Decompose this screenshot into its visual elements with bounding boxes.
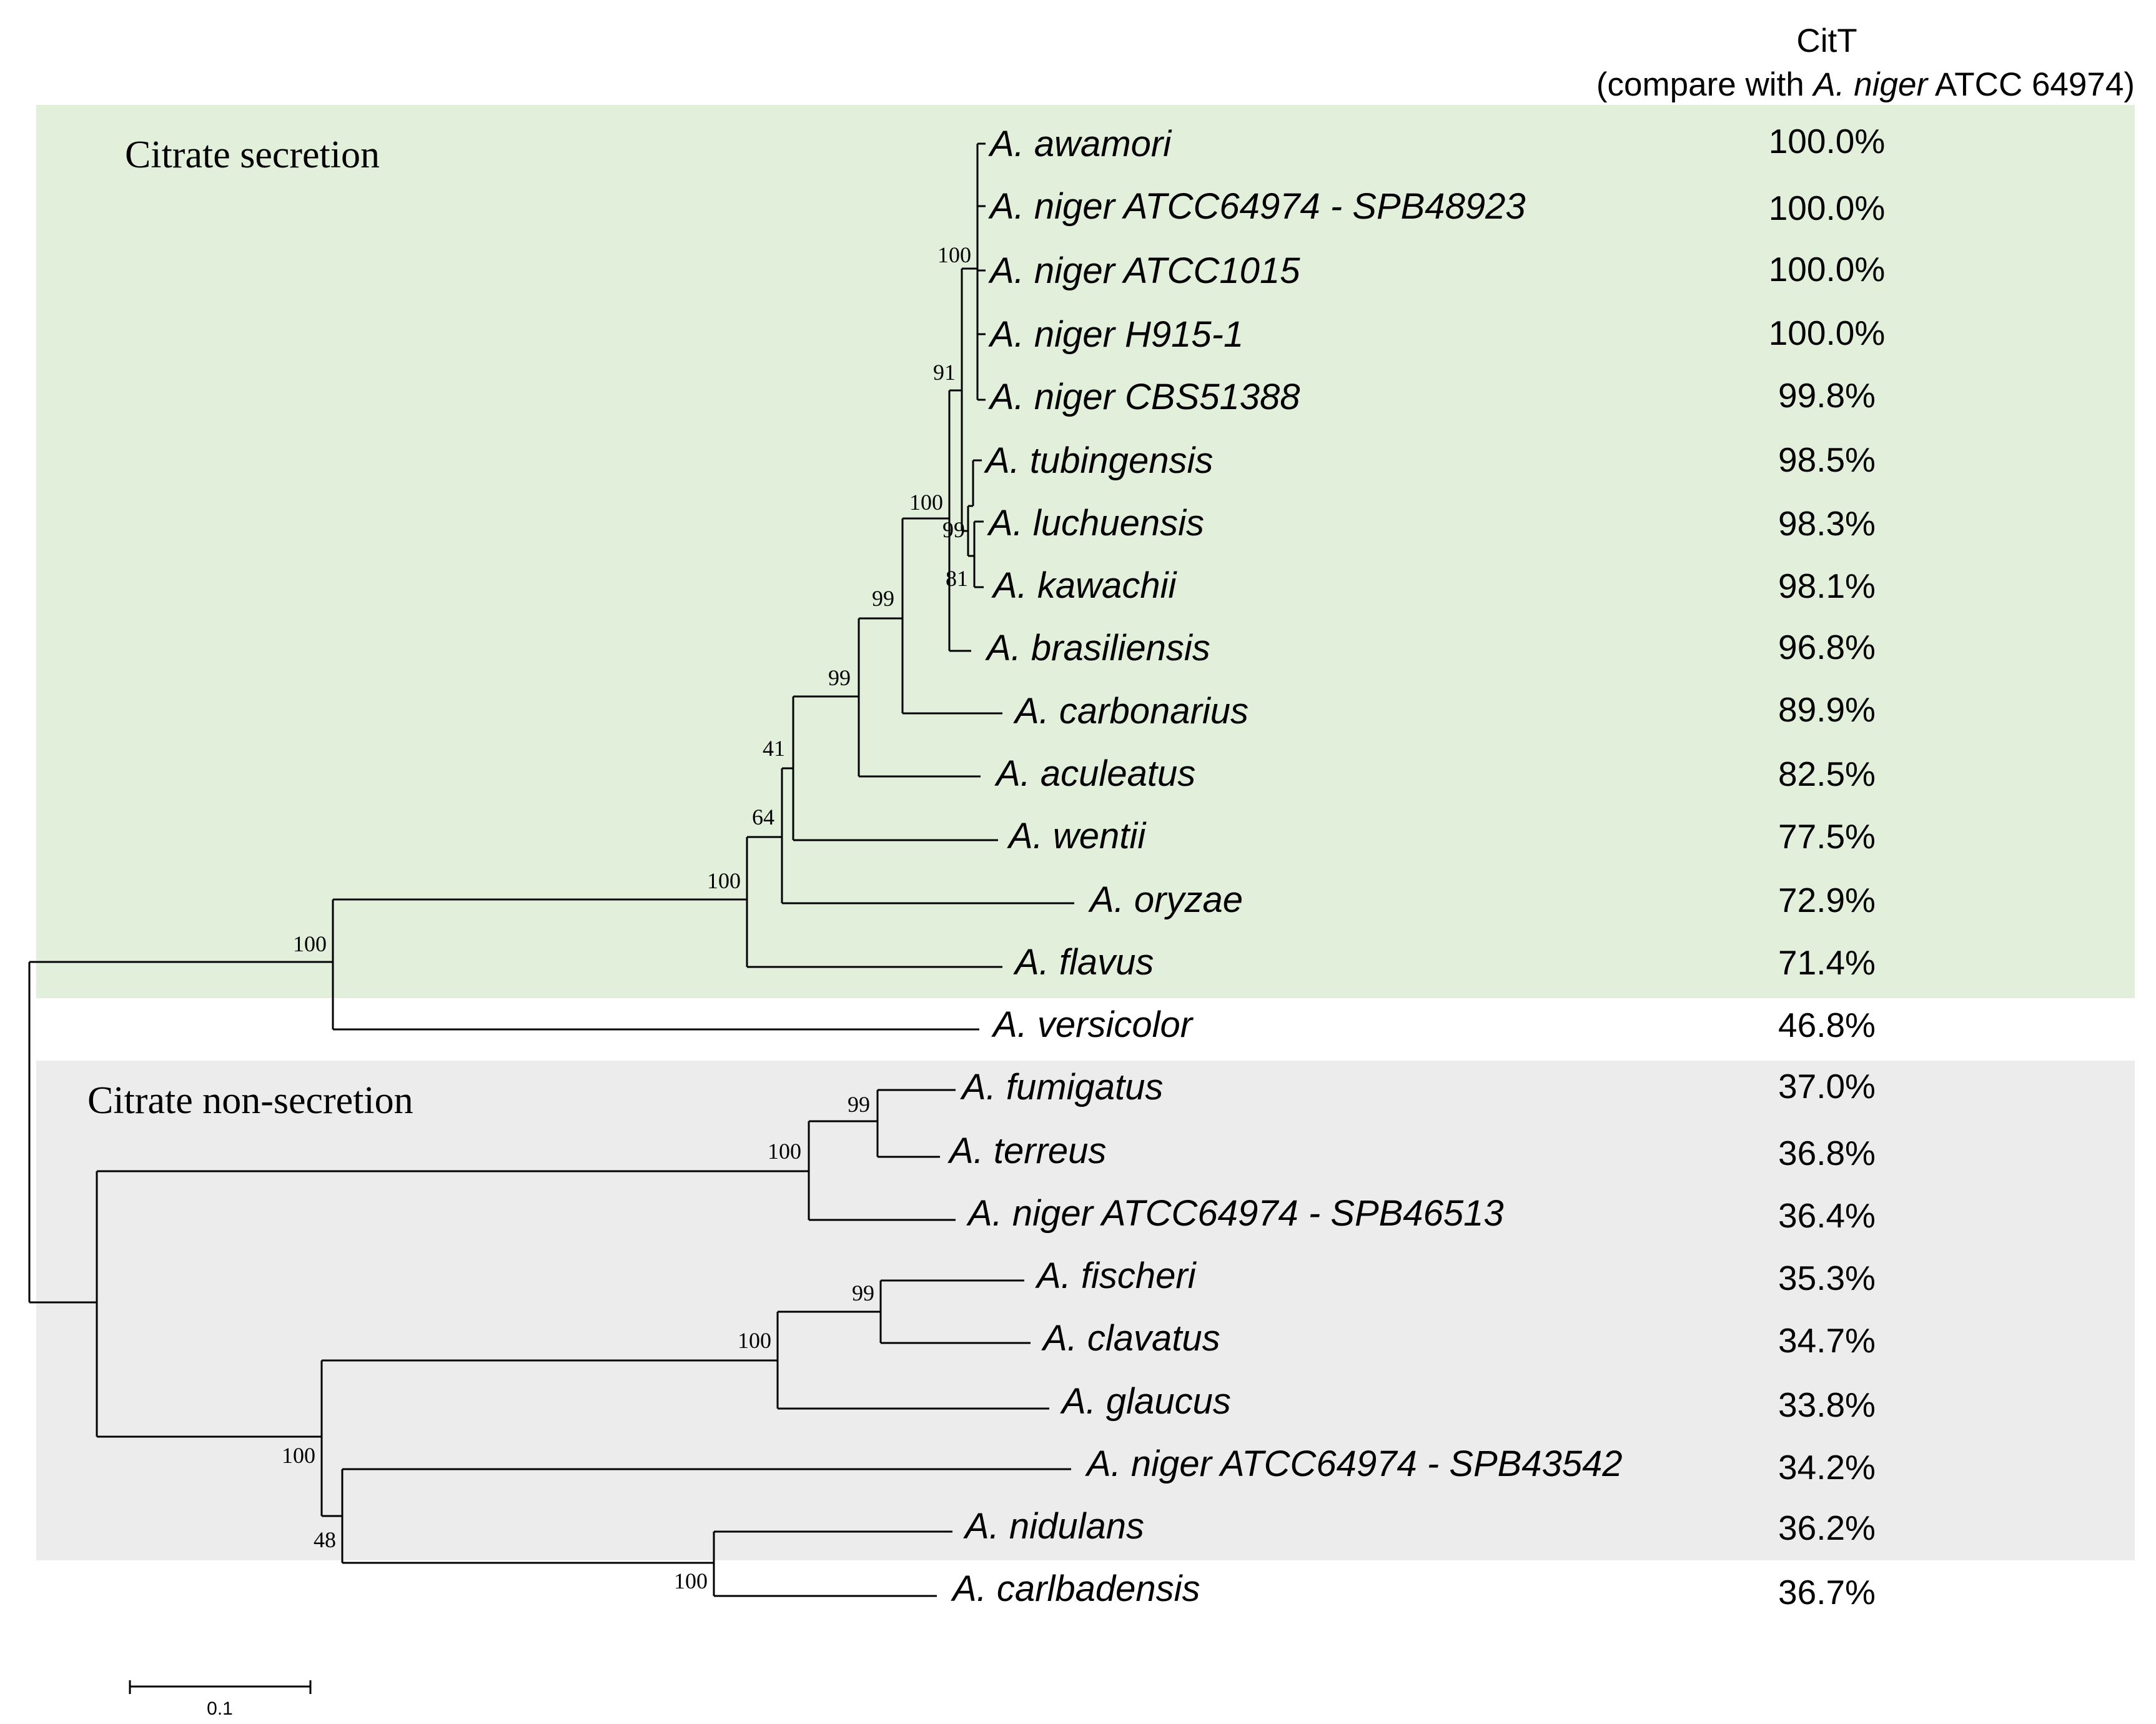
identity-column: 100.0% 100.0% 100.0% 100.0% 99.8% 98.5% … <box>1769 122 1886 1612</box>
scale-bar: 0.1 <box>129 1680 312 1719</box>
identity-value: 100.0% <box>1769 122 1886 161</box>
identity-value: 36.4% <box>1778 1196 1876 1235</box>
taxon-label: A. kawachii <box>991 565 1177 606</box>
identity-value: 98.1% <box>1778 567 1876 605</box>
taxon-label: A. niger CBS51388 <box>988 377 1300 417</box>
identity-value: 34.2% <box>1778 1448 1876 1487</box>
bootstrap-value: 99 <box>828 665 851 690</box>
taxon-label: A. wentii <box>1007 816 1147 856</box>
column-header-title: CitT <box>1796 22 1857 59</box>
bootstrap-value: 100 <box>707 868 741 893</box>
taxon-label: A. terreus <box>947 1131 1106 1171</box>
taxon-labels: A. awamori A. niger ATCC64974 - SPB48923… <box>947 124 1623 1609</box>
taxon-label: A. glaucus <box>1060 1381 1231 1422</box>
bootstrap-value: 100 <box>293 931 327 956</box>
bootstrap-value: 41 <box>763 736 785 761</box>
non-secretion-region-label: Citrate non-secretion <box>87 1079 413 1122</box>
identity-value: 37.0% <box>1778 1067 1876 1106</box>
identity-value: 98.3% <box>1778 504 1876 543</box>
identity-value: 98.5% <box>1778 440 1876 479</box>
bootstrap-value: 100 <box>937 242 971 267</box>
bootstrap-value: 99 <box>848 1092 870 1117</box>
taxon-label: A. brasiliensis <box>985 628 1210 668</box>
taxon-label: A. niger ATCC64974 - SPB46513 <box>966 1193 1504 1234</box>
secretion-region-label: Citrate secretion <box>125 134 380 176</box>
taxon-label: A. awamori <box>988 124 1172 164</box>
taxon-label: A. luchuensis <box>987 503 1204 543</box>
taxon-label: A. fumigatus <box>960 1067 1163 1107</box>
taxon-label: A. fischeri <box>1035 1256 1197 1296</box>
secretion-region-background <box>36 105 2135 998</box>
identity-value: 36.2% <box>1778 1508 1876 1547</box>
taxon-label: A. clavatus <box>1041 1318 1220 1359</box>
taxon-label: A. carlbadensis <box>951 1568 1200 1609</box>
taxon-label: A. tubingensis <box>984 440 1213 481</box>
taxon-label: A. niger ATCC1015 <box>988 250 1300 291</box>
identity-value: 96.8% <box>1778 628 1876 666</box>
taxon-label: A. oryzae <box>1088 879 1243 920</box>
bootstrap-value: 48 <box>314 1527 336 1552</box>
identity-value: 100.0% <box>1769 314 1886 352</box>
taxon-label: A. aculeatus <box>994 753 1195 794</box>
tree-branches <box>28 142 1074 1597</box>
identity-value: 82.5% <box>1778 755 1876 793</box>
identity-value: 36.7% <box>1778 1573 1876 1612</box>
identity-value: 35.3% <box>1778 1259 1876 1297</box>
identity-value: 100.0% <box>1769 250 1886 289</box>
taxon-label: A. versicolor <box>991 1004 1194 1045</box>
bootstrap-value: 99 <box>852 1281 874 1305</box>
identity-value: 34.7% <box>1778 1321 1876 1360</box>
identity-value: 36.8% <box>1778 1134 1876 1172</box>
identity-value: 99.8% <box>1778 376 1876 415</box>
bootstrap-value: 81 <box>946 566 968 591</box>
taxon-label: A. nidulans <box>963 1506 1144 1547</box>
bootstrap-value: 64 <box>752 805 774 830</box>
taxon-label: A. carbonarius <box>1013 691 1249 731</box>
bootstrap-value: 91 <box>933 360 956 385</box>
bootstrap-value: 100 <box>674 1568 708 1593</box>
identity-value: 46.8% <box>1778 1006 1876 1044</box>
identity-value: 89.9% <box>1778 690 1876 729</box>
identity-value: 77.5% <box>1778 817 1876 856</box>
bootstrap-value: 100 <box>738 1328 771 1353</box>
bootstrap-value: 100 <box>282 1443 315 1468</box>
column-header-subtitle: (compare with A. niger ATCC 64974) <box>1596 66 2135 103</box>
taxon-label: A. niger ATCC64974 - SPB48923 <box>988 186 1526 227</box>
scale-bar-label: 0.1 <box>207 1698 233 1719</box>
identity-value: 72.9% <box>1778 881 1876 919</box>
bootstrap-value: 100 <box>909 490 943 515</box>
identity-value: 71.4% <box>1778 943 1876 982</box>
taxon-label: A. niger ATCC64974 - SPB43542 <box>1085 1444 1623 1484</box>
bootstrap-value: 99 <box>942 517 965 542</box>
identity-value: 100.0% <box>1769 189 1886 227</box>
bootstrap-values: 100 91 100 99 81 99 99 41 64 100 100 99 … <box>282 242 971 1593</box>
identity-value: 33.8% <box>1778 1385 1876 1424</box>
taxon-label: A. niger H915-1 <box>988 314 1244 355</box>
bootstrap-value: 100 <box>768 1139 801 1164</box>
taxon-label: A. flavus <box>1013 942 1154 983</box>
bootstrap-value: 99 <box>872 586 894 611</box>
non-secretion-region-background <box>36 1061 2135 1560</box>
